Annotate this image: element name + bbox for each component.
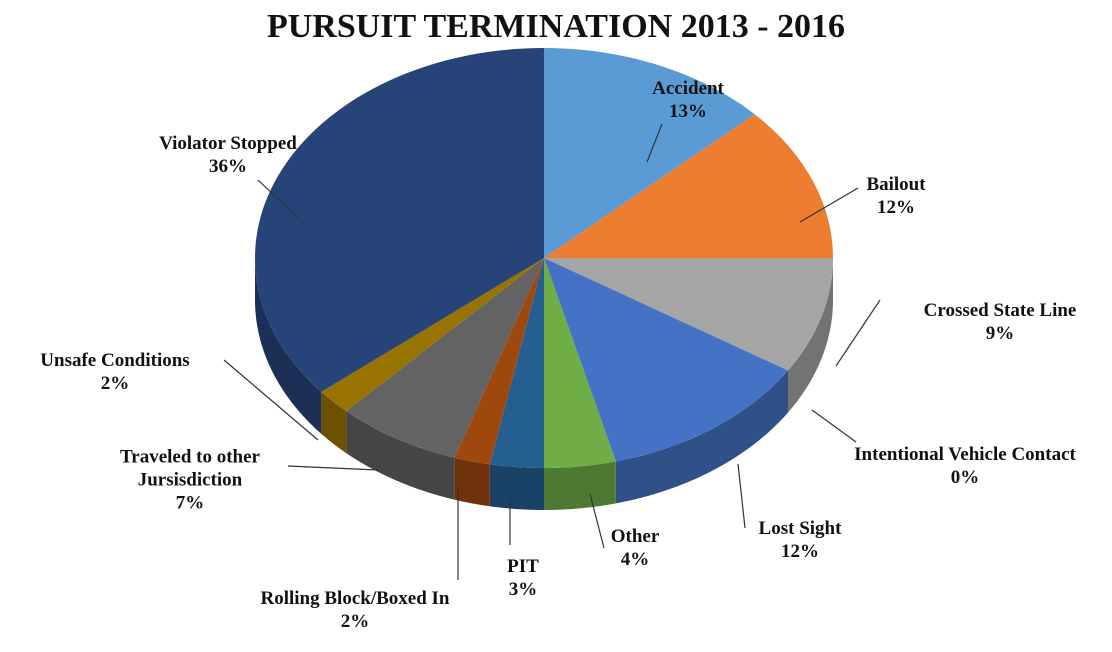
leader-line bbox=[646, 123, 663, 163]
slice bbox=[544, 258, 833, 371]
leader-line bbox=[811, 409, 857, 443]
slice-side bbox=[489, 464, 544, 510]
slice-side bbox=[346, 411, 455, 500]
category-label: Intentional Vehicle Contact bbox=[854, 444, 1076, 465]
slice-side bbox=[544, 461, 616, 510]
leader-line bbox=[737, 463, 746, 529]
category-label: Bailout bbox=[866, 174, 926, 195]
slice bbox=[255, 48, 545, 392]
value-label: 36% bbox=[209, 156, 247, 177]
slice-label: Rolling Block/Boxed In 2% bbox=[230, 587, 480, 633]
slice-label: Traveled to other Jursisdiction 7% bbox=[75, 446, 305, 515]
slice bbox=[544, 258, 789, 462]
slice-side bbox=[788, 258, 833, 413]
category-label: Accident bbox=[652, 78, 724, 99]
leader-line bbox=[257, 179, 299, 219]
leader-line bbox=[589, 493, 605, 549]
slice-label: Bailout 12% bbox=[836, 173, 956, 219]
slice-label: Lost Sight 12% bbox=[730, 517, 870, 563]
leader-line bbox=[835, 299, 881, 367]
slice bbox=[321, 258, 544, 412]
category-label: PIT bbox=[507, 556, 539, 577]
category-label: Unsafe Conditions bbox=[40, 350, 190, 371]
slice-label: PIT 3% bbox=[483, 555, 563, 601]
slice bbox=[544, 48, 755, 258]
value-label: 13% bbox=[669, 101, 707, 122]
category-label: Traveled to other Jursisdiction bbox=[120, 446, 260, 491]
slice bbox=[544, 114, 833, 258]
leader-line bbox=[223, 359, 319, 441]
leader-line bbox=[287, 465, 379, 471]
category-label: Rolling Block/Boxed In bbox=[260, 588, 450, 609]
slice-side bbox=[454, 457, 490, 507]
value-label: 7% bbox=[175, 492, 205, 514]
value-label: 2% bbox=[340, 611, 370, 632]
slice-side bbox=[255, 258, 322, 434]
slice bbox=[346, 258, 544, 458]
slice-label: Crossed State Line 9% bbox=[880, 299, 1112, 345]
slice bbox=[454, 258, 544, 465]
value-label: 3% bbox=[508, 579, 538, 600]
value-label: 12% bbox=[781, 541, 819, 562]
leader-line bbox=[799, 187, 859, 223]
slice-side bbox=[615, 370, 789, 504]
category-label: Other bbox=[610, 526, 660, 547]
slice bbox=[489, 258, 544, 468]
slice-side bbox=[321, 391, 347, 454]
slice-label: Violator Stopped 36% bbox=[113, 132, 343, 178]
slice-label: Other 4% bbox=[585, 525, 685, 571]
value-label: 12% bbox=[877, 197, 915, 218]
value-label: 9% bbox=[985, 323, 1015, 344]
value-label: 4% bbox=[620, 549, 650, 570]
chart-title: PURSUIT TERMINATION 2013 - 2016 bbox=[266, 8, 846, 45]
slice bbox=[544, 258, 616, 468]
slice-label: Accident 13% bbox=[618, 77, 758, 123]
value-label: 2% bbox=[100, 373, 130, 394]
slice-label: Unsafe Conditions 2% bbox=[0, 349, 230, 395]
category-label: Violator Stopped bbox=[159, 133, 297, 154]
value-label: 0% bbox=[950, 467, 980, 488]
category-label: Lost Sight bbox=[758, 518, 842, 539]
category-label: Crossed State Line bbox=[923, 300, 1077, 321]
slice-label: Intentional Vehicle Contact 0% bbox=[850, 443, 1080, 489]
